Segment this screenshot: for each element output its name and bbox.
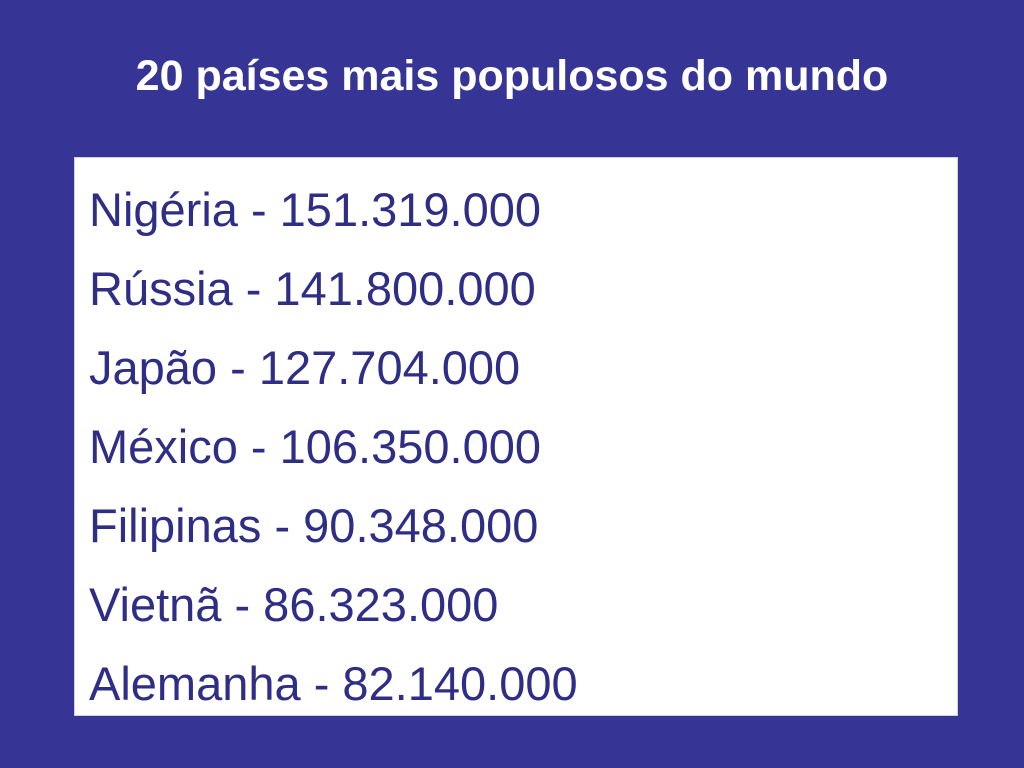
country-item: Alemanha - 82.140.000 xyxy=(89,657,578,710)
slide-title: 20 países mais populosos do mundo xyxy=(135,52,889,100)
country-item: México - 106.350.000 xyxy=(89,420,542,473)
country-item: Rússia - 141.800.000 xyxy=(89,262,536,315)
country-item: Filipinas - 90.348.000 xyxy=(89,499,539,552)
country-list: Nigéria - 151.319.000 Rússia - 141.800.0… xyxy=(89,170,939,723)
country-item: Nigéria - 151.319.000 xyxy=(89,183,542,236)
country-item: Japão - 127.704.000 xyxy=(89,341,521,394)
country-item: Vietnã - 86.323.000 xyxy=(89,578,499,631)
country-list-panel: Nigéria - 151.319.000 Rússia - 141.800.0… xyxy=(74,157,958,716)
